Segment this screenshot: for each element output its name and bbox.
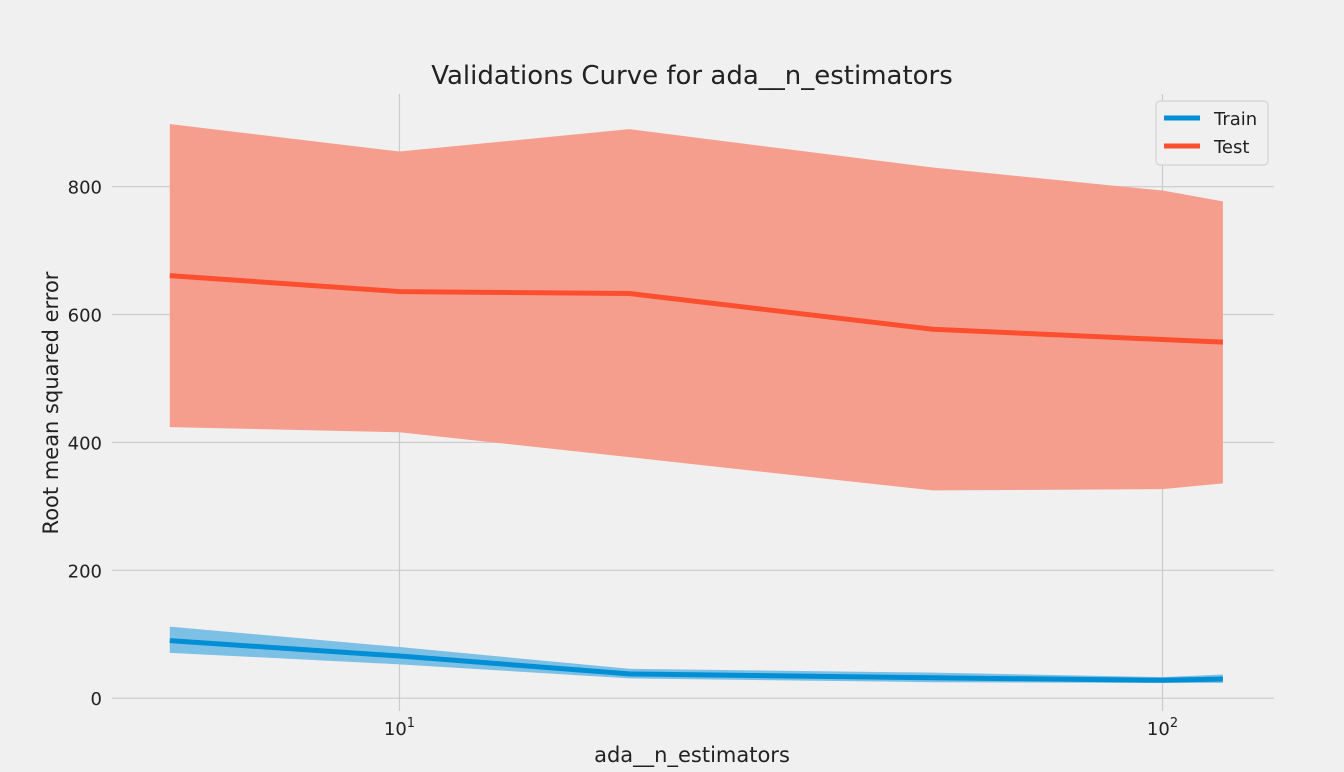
y-tick-label: 200 — [68, 561, 102, 582]
chart-title: Validations Curve for ada__n_estimators — [431, 61, 953, 91]
x-tick-label: 102 — [1147, 716, 1178, 740]
train-line — [169, 638, 1223, 683]
x-tick-label: 101 — [384, 716, 415, 740]
test-band — [169, 124, 1223, 491]
legend-label-train: Train — [1213, 109, 1257, 130]
test-line — [169, 273, 1224, 345]
y-axis-label: Root mean squared error — [39, 271, 63, 534]
series-lines — [169, 273, 1224, 683]
tick-labels: 0 200 400 600 800 101 102 — [68, 178, 1178, 740]
y-tick-label: 600 — [68, 306, 102, 327]
x-axis-label: ada__n_estimators — [594, 743, 790, 768]
y-tick-label: 0 — [91, 689, 102, 710]
y-tick-label: 400 — [68, 433, 102, 454]
y-tick-label: 800 — [68, 178, 102, 199]
legend-label-test: Test — [1213, 137, 1249, 158]
confidence-bands — [169, 124, 1223, 683]
legend: Train Test — [1155, 100, 1269, 166]
